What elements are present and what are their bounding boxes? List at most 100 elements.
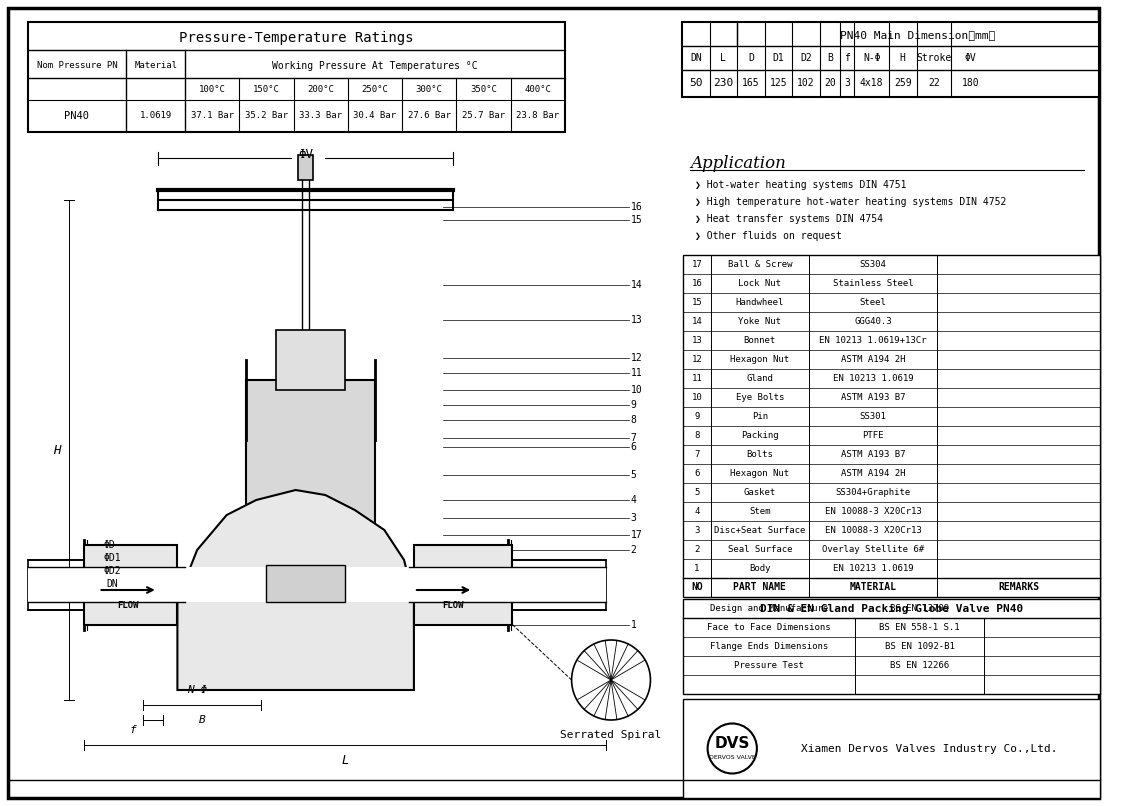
- Text: 9: 9: [694, 412, 700, 421]
- Text: Stainless Steel: Stainless Steel: [833, 279, 913, 288]
- Text: ASTM A193 B7: ASTM A193 B7: [841, 393, 905, 402]
- Bar: [298, 155, 313, 180]
- Text: 10: 10: [692, 393, 702, 402]
- Text: N-Φ: N-Φ: [188, 685, 208, 695]
- Text: Ball & Screw: Ball & Screw: [728, 260, 792, 269]
- Text: 2: 2: [694, 545, 700, 554]
- Polygon shape: [177, 490, 414, 690]
- Text: Serrated Spiral: Serrated Spiral: [560, 730, 661, 740]
- Text: H: H: [900, 53, 905, 63]
- Text: DERVOS VALVE: DERVOS VALVE: [709, 755, 756, 760]
- Text: EN 10213 1.0619+13Cr: EN 10213 1.0619+13Cr: [820, 336, 926, 345]
- Text: 3: 3: [694, 526, 700, 535]
- Text: 400°C: 400°C: [524, 85, 551, 94]
- Text: Design and Manufacture: Design and Manufacture: [710, 604, 829, 613]
- Text: 14: 14: [631, 280, 642, 290]
- Text: H: H: [54, 443, 61, 456]
- Text: DN: DN: [107, 579, 118, 589]
- Text: 165: 165: [742, 78, 760, 88]
- Text: ΦV: ΦV: [298, 148, 313, 161]
- Text: 125: 125: [769, 78, 787, 88]
- Text: 7: 7: [631, 433, 637, 443]
- Text: FLOW: FLOW: [442, 600, 464, 609]
- Text: 230: 230: [713, 78, 733, 88]
- Text: 17: 17: [692, 260, 702, 269]
- Text: Pressure Test: Pressure Test: [734, 661, 804, 670]
- Text: Handwheel: Handwheel: [736, 298, 784, 307]
- Text: 300°C: 300°C: [416, 85, 442, 94]
- Text: 2: 2: [631, 545, 637, 555]
- Text: ASTM A194 2H: ASTM A194 2H: [841, 469, 905, 478]
- Text: 22: 22: [928, 78, 940, 88]
- Text: 23.8 Bar: 23.8 Bar: [517, 111, 559, 121]
- Text: B: B: [827, 53, 833, 63]
- Text: ΦV: ΦV: [965, 53, 977, 63]
- Text: 12: 12: [631, 353, 642, 363]
- Bar: [683, 699, 1099, 798]
- Text: GGG40.3: GGG40.3: [855, 317, 892, 326]
- Text: 13: 13: [631, 315, 642, 325]
- Text: 27.6 Bar: 27.6 Bar: [408, 111, 450, 121]
- Text: 6: 6: [631, 442, 637, 452]
- Text: 150°C: 150°C: [253, 85, 280, 94]
- Text: PN40 Main Dimension（mm）: PN40 Main Dimension（mm）: [840, 30, 996, 40]
- Text: L: L: [721, 53, 727, 63]
- Text: Bonnet: Bonnet: [743, 336, 776, 345]
- Text: Body: Body: [749, 564, 770, 573]
- Text: Hexagon Nut: Hexagon Nut: [730, 355, 789, 364]
- Text: Working Pressure At Temperatures °C: Working Pressure At Temperatures °C: [272, 61, 477, 71]
- Text: BS EN 1092-B1: BS EN 1092-B1: [885, 642, 955, 651]
- Text: 15: 15: [692, 298, 702, 307]
- Circle shape: [707, 724, 757, 774]
- Text: MATERIAL: MATERIAL: [850, 583, 896, 592]
- Text: EN 10213 1.0619: EN 10213 1.0619: [833, 564, 913, 573]
- Bar: [185, 567, 412, 602]
- Text: DN: DN: [690, 53, 702, 63]
- Text: 102: 102: [797, 78, 815, 88]
- Text: ❯ Other fluids on request: ❯ Other fluids on request: [695, 231, 841, 241]
- Text: f: f: [844, 53, 850, 63]
- Text: EN 10213 1.0619: EN 10213 1.0619: [833, 374, 913, 383]
- Text: 4: 4: [631, 495, 637, 505]
- Text: 35.2 Bar: 35.2 Bar: [245, 111, 289, 121]
- Text: Lock Nut: Lock Nut: [738, 279, 782, 288]
- Text: EN 10088-3 X20Cr13: EN 10088-3 X20Cr13: [824, 507, 922, 516]
- Text: Disc+Seat Surface: Disc+Seat Surface: [714, 526, 805, 535]
- Text: PN40: PN40: [64, 111, 90, 121]
- Text: SS301: SS301: [860, 412, 887, 421]
- Text: 10: 10: [631, 385, 642, 395]
- Text: L: L: [341, 754, 348, 767]
- Polygon shape: [414, 545, 512, 625]
- Text: 259: 259: [894, 78, 912, 88]
- Text: Seal Surface: Seal Surface: [728, 545, 792, 554]
- Text: Overlay Stellite 6#: Overlay Stellite 6#: [822, 545, 924, 554]
- Text: 4: 4: [694, 507, 700, 516]
- Text: Packing: Packing: [741, 431, 778, 440]
- Bar: [683, 599, 1099, 694]
- Bar: [276, 330, 345, 390]
- Text: 250°C: 250°C: [362, 85, 389, 94]
- Text: SS304+Graphite: SS304+Graphite: [836, 488, 911, 497]
- Bar: [28, 22, 565, 132]
- Text: D2: D2: [801, 53, 812, 63]
- Text: Pressure-Temperature Ratings: Pressure-Temperature Ratings: [179, 31, 413, 45]
- Text: D: D: [748, 53, 754, 63]
- Text: Eye Bolts: Eye Bolts: [736, 393, 784, 402]
- Text: 20: 20: [824, 78, 836, 88]
- Bar: [28, 560, 86, 610]
- Text: Face to Face Dimensions: Face to Face Dimensions: [707, 623, 831, 632]
- Text: Gland: Gland: [747, 374, 774, 383]
- Text: Gasket: Gasket: [743, 488, 776, 497]
- Text: BS EN 558-1 S.1: BS EN 558-1 S.1: [879, 623, 960, 632]
- Text: 11: 11: [692, 374, 702, 383]
- Text: B: B: [199, 715, 206, 725]
- Text: 11: 11: [631, 368, 642, 378]
- Text: 50: 50: [690, 78, 703, 88]
- Bar: [246, 380, 374, 530]
- Text: 33.3 Bar: 33.3 Bar: [300, 111, 343, 121]
- Bar: [28, 567, 185, 602]
- Text: 30.4 Bar: 30.4 Bar: [354, 111, 396, 121]
- Bar: [409, 567, 606, 602]
- Text: ❯ Heat transfer systems DIN 4754: ❯ Heat transfer systems DIN 4754: [695, 214, 883, 224]
- Text: Material: Material: [135, 61, 177, 70]
